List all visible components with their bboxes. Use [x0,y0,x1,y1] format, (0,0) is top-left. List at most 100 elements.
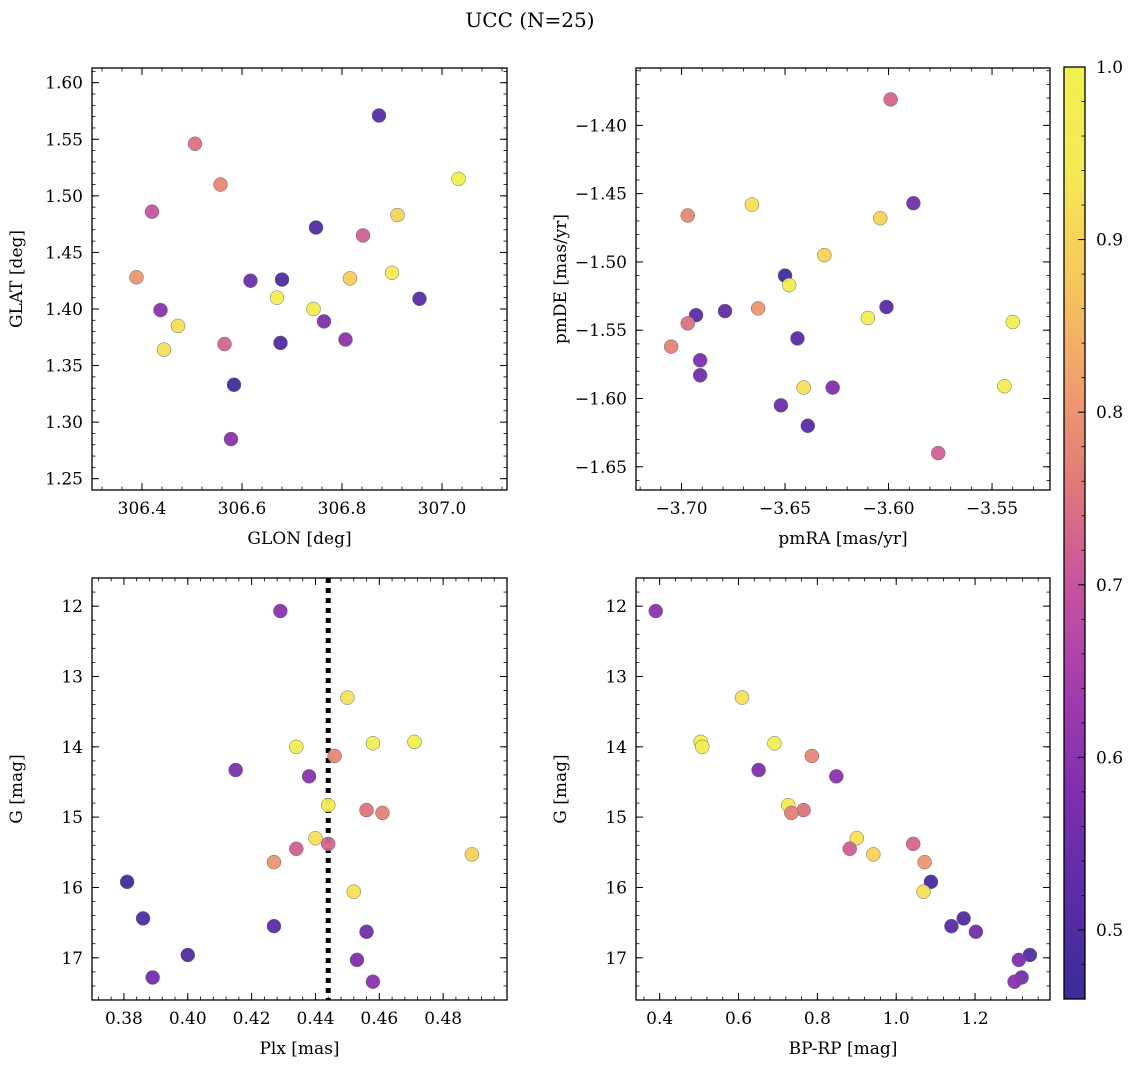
scatter-point [804,748,820,764]
scatter-point [355,228,371,243]
y-tick-label: 13 [605,667,627,687]
scatter-point [905,836,921,852]
y-axis-label: GLAT [deg] [7,230,27,328]
x-tick-label: 0.46 [360,1009,398,1029]
scatter-point [289,739,304,755]
y-tick-label: 13 [61,667,83,687]
scatter-point [781,277,797,293]
x-tick-label: 307.0 [418,499,467,519]
y-tick-label: −1.55 [575,321,627,341]
y-tick-label: 16 [61,878,83,898]
scatter-point [153,302,168,318]
scatter-point [228,762,243,778]
scatter-point [866,847,881,862]
scatter-point [817,247,832,263]
scatter-point [301,769,317,784]
scatter-point [365,736,381,751]
scatter-point [340,690,355,705]
scatter-point [917,854,932,870]
x-axis-label: BP-RP [mag] [789,1039,898,1059]
scatter-point [944,918,959,934]
panel-pmra-pmde: −3.70 −3.65 −3.60 −3.55 −1.65 −1.60 −1.55 −1.50… [551,67,1051,549]
scatter-point [860,310,876,326]
axes-frame [91,67,508,491]
scatter-point [751,762,766,778]
scatter-point [213,177,228,192]
y-tick-label: 1.30 [45,413,83,433]
scatter-point [349,952,365,968]
scatter-point [145,970,160,985]
x-tick-label: −3.60 [862,499,914,519]
scatter-point [156,342,172,357]
scatter-point [734,690,750,705]
scatter-point [273,335,288,351]
scatter-point [968,924,984,940]
scatter-point [217,336,232,352]
scatter-point [327,748,342,764]
x-tick-label: 0.48 [424,1009,462,1029]
scatter-point [849,830,865,846]
scatter-point [170,318,186,334]
y-tick-label: 1.60 [45,74,83,94]
scatter-point [412,291,427,307]
y-tick-label: 1.40 [45,300,83,320]
y-tick-label: 1.50 [45,187,83,207]
scatter-point [407,734,422,750]
panels: 306.4 306.6 306.8 307.0 1.25 1.30 1.35 1.40 1.45… [7,67,1051,1059]
scatter-point [906,195,921,211]
x-tick-label: −3.65 [759,499,811,519]
scatter-point [916,884,931,899]
figure-title: UCC (N=25) [465,8,594,32]
scatter-point [842,841,857,857]
scatter-point [359,802,374,818]
scatter-point [451,171,466,187]
y-tick-label: 14 [605,738,627,758]
colorbar-tick-label: 0.5 [1096,921,1123,941]
x-tick-label: 0.38 [105,1009,143,1029]
scatter-point [273,603,288,619]
scatter-point [371,108,387,123]
scatter-point [997,378,1012,394]
y-tick-label: 1.35 [45,357,83,377]
scatter-point [883,92,898,107]
y-tick-label: 12 [61,597,83,617]
colorbar: 0.5 0.6 0.7 0.8 0.9 1.0 [1063,58,1123,1000]
x-tick-label: 1.0 [883,1009,910,1029]
scatter-point [320,836,336,852]
colorbar-bar [1063,66,1086,1000]
x-tick-label: 1.2 [962,1009,989,1029]
y-tick-label: −1.60 [575,389,627,409]
x-axis-label: Plx [mas] [259,1039,339,1059]
x-axis-label: pmRA [mas/yr] [778,529,907,549]
x-axis-label: GLON [deg] [247,529,351,549]
scatter-point [717,303,733,319]
y-tick-label: 16 [605,878,627,898]
scatter-point [375,805,390,821]
scatter-point [648,603,663,619]
scatter-point [243,273,258,288]
y-tick-label: 1.55 [45,130,83,150]
scatter-point [796,380,811,395]
scatter-point [320,797,336,813]
axes-frame [91,577,508,1001]
scatter-point [879,299,894,315]
colorbar-tick-label: 0.9 [1096,231,1123,251]
scatter-point [342,271,358,286]
scatter-point [773,398,789,413]
x-tick-label: 306.4 [118,499,167,519]
scatter-point [784,805,799,821]
scatter-point [692,353,708,368]
scatter-point [308,220,324,235]
scatter-point [800,418,816,434]
scatter-point [226,377,242,393]
y-tick-label: 17 [61,949,83,969]
scatter-point [359,924,374,940]
x-tick-label: 306.8 [318,499,367,519]
y-tick-label: 15 [605,808,627,828]
x-tick-label: 0.44 [297,1009,335,1029]
scatter-point [663,339,679,354]
x-tick-label: 0.6 [725,1009,752,1029]
scatter-point [680,316,695,331]
scatter-point [694,739,710,755]
x-tick-label: 0.40 [169,1009,207,1029]
